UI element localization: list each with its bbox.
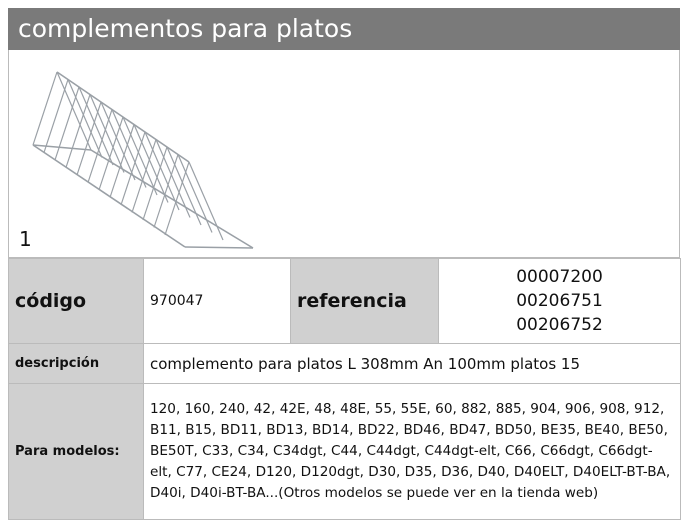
- row: descripción complemento para platos L 30…: [8, 343, 681, 384]
- wire: [67, 79, 103, 158]
- wire: [133, 124, 169, 203]
- wire: [43, 79, 69, 153]
- wire: [32, 144, 92, 151]
- wire: [56, 71, 190, 163]
- wire: [164, 161, 190, 236]
- row: código 970047 referencia 00007200 002067…: [8, 258, 681, 344]
- wire: [89, 94, 125, 173]
- wire: [56, 71, 92, 151]
- wire: [120, 131, 146, 206]
- reference: 00206751: [516, 291, 603, 311]
- wire: [65, 94, 91, 168]
- wire: [184, 246, 254, 249]
- wire: [142, 146, 168, 221]
- wire: [32, 71, 58, 146]
- wire: [166, 146, 202, 226]
- spec-table: código 970047 referencia 00007200 002067…: [8, 258, 681, 520]
- wire: [32, 144, 186, 248]
- value-cell: 970047: [143, 258, 291, 344]
- reference: 00007200: [516, 267, 603, 287]
- wire: [111, 109, 147, 188]
- label-cell: descripción: [8, 343, 144, 384]
- image-panel: 1: [8, 50, 680, 258]
- wire: [131, 139, 157, 213]
- wire: [155, 139, 191, 218]
- wire: [109, 124, 135, 198]
- value-cell: complemento para platos L 308mm An 100mm…: [143, 343, 681, 384]
- wire: [144, 131, 180, 211]
- wire: [76, 101, 102, 176]
- wire: [122, 116, 158, 196]
- label-cell: referencia: [290, 258, 439, 344]
- wire: [78, 86, 114, 166]
- wire: [100, 101, 136, 181]
- wire: [87, 109, 113, 183]
- wire: [153, 154, 179, 228]
- label-cell: código: [8, 258, 144, 344]
- value-cell: 120, 160, 240, 42, 42E, 48, 48E, 55, 55E…: [143, 383, 681, 520]
- row: Para modelos: 120, 160, 240, 42, 42E, 48…: [8, 383, 681, 520]
- wire: [188, 161, 224, 241]
- label-cell: Para modelos:: [8, 383, 144, 520]
- wire: [98, 116, 124, 191]
- product-sheet: complementos para platos 1 código 970047…: [8, 8, 681, 520]
- rack-image: [32, 71, 254, 249]
- reference: 00206752: [516, 315, 603, 335]
- value-cell: 00007200 00206751 00206752: [438, 258, 681, 344]
- wire: [90, 149, 254, 249]
- image-label: 1: [19, 227, 32, 251]
- header-title: complementos para platos: [8, 8, 680, 50]
